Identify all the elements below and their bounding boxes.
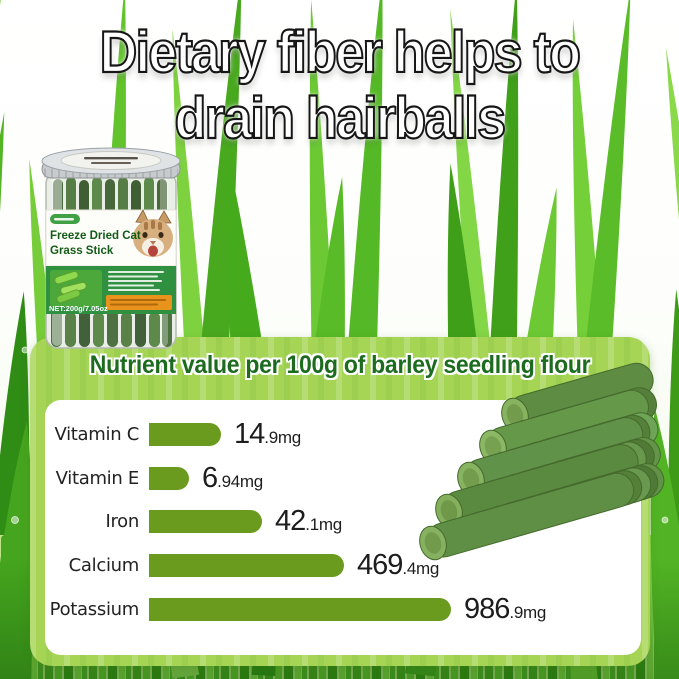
chart-row-vitamin-e: Vitamin E 6.94mg: [45, 457, 641, 501]
value-label: 986.9mg: [464, 592, 546, 625]
panel-header: Nutrient value per 100g of barley seedli…: [30, 351, 650, 380]
bar-vitamin-e: [149, 466, 189, 490]
chart-row-iron: Iron 42.1mg: [45, 500, 641, 544]
chart-row-calcium: Calcium 469.4mg: [45, 544, 641, 588]
headline: Dietary fiber helps to drain hairballs: [0, 19, 679, 152]
sticks-pile-image: [419, 362, 665, 561]
category-label: Potassium: [49, 598, 140, 620]
value-label: 469.4mg: [357, 549, 439, 582]
jar-label: Freeze Dried Cat Grass Stick NET:200g/7.…: [45, 209, 177, 314]
chart-row-vitamin-c: Vitamin C 14.9mg: [45, 413, 641, 457]
category-label: Calcium: [68, 555, 140, 577]
jar-lid: [41, 147, 181, 179]
category-label: Vitamin E: [55, 467, 140, 489]
net-weight-text: NET:200g/7.05oz: [49, 304, 108, 313]
value-label: 42.1mg: [275, 505, 342, 538]
panel-title: Nutrient value per 100g of barley seedli…: [89, 351, 591, 379]
bar-potassium: [149, 597, 451, 621]
value-label: 6.94mg: [202, 461, 263, 494]
jar-label-line2: Grass Stick: [50, 245, 114, 257]
bar-iron: [149, 510, 262, 534]
headline-line1: Dietary fiber helps to: [99, 19, 582, 86]
lid-sticker: [60, 151, 162, 170]
nutrient-panel: Nutrient value per 100g of barley seedli…: [30, 337, 665, 666]
lid-sticker-text-line: [84, 157, 138, 160]
bar-calcium: [149, 554, 344, 578]
chart-row-potassium: Potassium 986.9mg: [45, 587, 641, 631]
lid-sticker-text-line: [91, 162, 131, 164]
category-label: Iron: [105, 511, 139, 533]
category-label: Vitamin C: [54, 424, 139, 446]
label-text-lines: [108, 271, 164, 291]
bar-vitamin-c: [149, 423, 221, 447]
jar-sticks-bottom: [51, 309, 172, 347]
label-orange-strip: [106, 295, 172, 310]
jar-label-line1: Freeze Dried Cat: [50, 230, 141, 242]
cat-illustration: [133, 209, 173, 257]
value-label: 14.9mg: [234, 418, 301, 451]
headline-line2: drain hairballs: [174, 85, 508, 152]
product-jar-image: Freeze Dried Cat Grass Stick NET:200g/7.…: [41, 147, 181, 349]
jar-sticks-top: [53, 177, 167, 214]
